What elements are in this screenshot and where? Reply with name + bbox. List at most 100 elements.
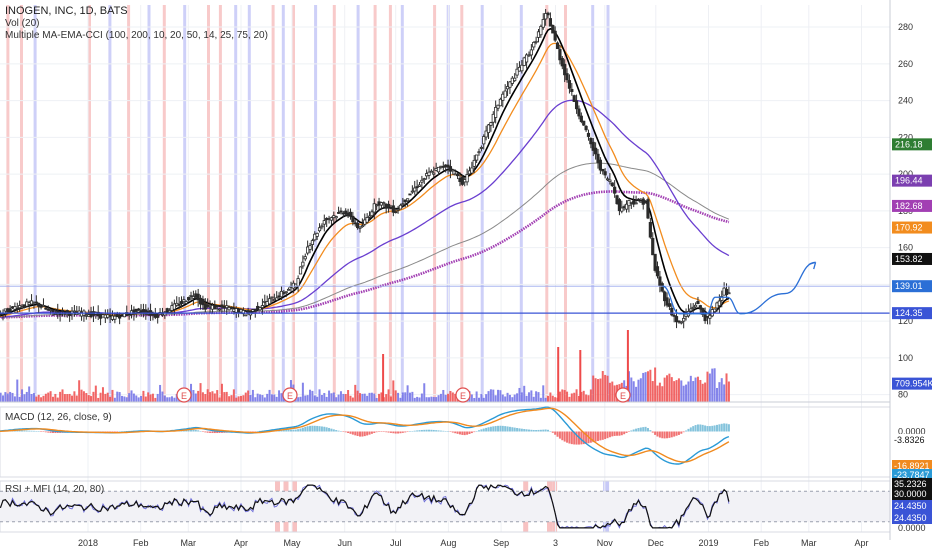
candle-body: [572, 95, 576, 102]
volume-bar: [494, 395, 497, 402]
volume-bar: [166, 397, 169, 402]
volume-bar: [218, 397, 221, 402]
candle-body: [613, 186, 617, 194]
candle-body: [317, 227, 322, 232]
volume-bar: [432, 396, 435, 402]
macd-histogram-bar: [604, 431, 607, 440]
macd-histogram-bar: [347, 431, 350, 434]
candle-body: [301, 261, 305, 267]
volume-bar: [228, 396, 231, 402]
volume-bar: [99, 392, 102, 402]
volume-bar: [589, 389, 592, 402]
candle-body: [498, 98, 503, 107]
macd-histogram-bar: [449, 431, 452, 432]
candle-body: [451, 169, 455, 172]
macd-histogram-bar: [435, 430, 438, 432]
candle-body: [127, 314, 131, 317]
candle-body: [713, 308, 717, 313]
y-tick-label: 260: [898, 59, 913, 69]
candle-body: [372, 203, 376, 213]
candle-body: [591, 141, 595, 151]
volume-bar: [209, 392, 212, 402]
volume-bar: [547, 395, 550, 402]
volume-bar: [627, 371, 630, 402]
volume-bar: [318, 389, 321, 402]
candle-body: [315, 232, 319, 237]
candle-body: [15, 307, 19, 310]
volume-bar: [82, 391, 85, 402]
volume-bar: [696, 376, 699, 402]
volume-bar: [601, 371, 604, 402]
volume-bar: [30, 393, 33, 402]
volume-bar: [335, 397, 338, 402]
volume-bar: [539, 397, 542, 402]
volume-bar: [47, 392, 50, 402]
candle-body: [513, 77, 517, 82]
macd-histogram-bar: [689, 427, 692, 432]
candle-body: [298, 266, 303, 275]
volume-bar: [344, 394, 347, 402]
macd-histogram-bar: [561, 431, 564, 441]
volume-bar: [63, 394, 66, 402]
price-tag: [892, 280, 932, 293]
volume-bar: [478, 397, 480, 402]
macd-histogram-bar: [439, 430, 442, 432]
earnings-marker[interactable]: E: [455, 387, 471, 403]
candle-body: [8, 308, 12, 313]
volume-bar: [204, 394, 207, 402]
volume-bar: [132, 393, 135, 402]
rsi-tag-label: 24.4350: [894, 501, 927, 511]
y-tick-label: 120: [898, 316, 913, 326]
macd-histogram-bar: [544, 429, 547, 432]
macd-histogram-bar: [378, 431, 381, 432]
candle-body: [320, 225, 324, 228]
volume-bar: [73, 391, 76, 402]
volume-bar: [51, 396, 54, 402]
macd-histogram-bar: [109, 431, 112, 432]
price-tag-label: 153.82: [895, 254, 923, 264]
candle-body: [410, 190, 414, 193]
candle-body: [156, 315, 160, 318]
projection-arrow: [808, 261, 817, 270]
volume-bar: [373, 393, 376, 402]
earnings-marker[interactable]: E: [282, 387, 298, 403]
x-tick-label: Mar: [801, 538, 817, 548]
candle-body: [365, 217, 369, 223]
macd-histogram-bar: [646, 428, 649, 432]
candle-body: [396, 208, 400, 211]
macd-histogram-bar: [123, 431, 126, 432]
earnings-marker[interactable]: E: [615, 387, 631, 403]
volume-bar: [680, 380, 683, 402]
volume-bar: [299, 396, 302, 402]
macd-histogram-bar: [318, 426, 321, 432]
macd-histogram-bar: [54, 431, 57, 434]
volume-bar: [404, 392, 407, 402]
macd-histogram-bar: [254, 431, 257, 432]
volume-bar: [59, 391, 62, 402]
candle-body: [560, 57, 564, 67]
volume-bar: [87, 395, 90, 402]
candle-body: [724, 288, 729, 296]
macd-histogram-bar: [547, 429, 550, 432]
candle-body: [51, 309, 55, 312]
macd-histogram-bar: [106, 431, 109, 432]
macd-histogram-bar: [111, 431, 114, 432]
volume-bar: [368, 392, 371, 402]
earnings-marker[interactable]: E: [176, 387, 192, 403]
y-tick-label: 280: [898, 22, 913, 32]
candle-body: [215, 305, 219, 308]
candle-body: [482, 136, 486, 145]
macd-histogram-bar: [661, 431, 664, 439]
candle-body: [651, 237, 655, 256]
macd-histogram-bar: [699, 424, 702, 432]
macd-histogram-bar: [40, 431, 43, 432]
highlight-band: [108, 5, 112, 402]
price-tag-label: 170.92: [895, 223, 923, 233]
rsi-line: [0, 484, 730, 529]
volume-bar: [306, 395, 309, 402]
volume-bar: [301, 382, 304, 402]
volume-bar: [582, 390, 585, 402]
volume-bar: [501, 394, 504, 402]
